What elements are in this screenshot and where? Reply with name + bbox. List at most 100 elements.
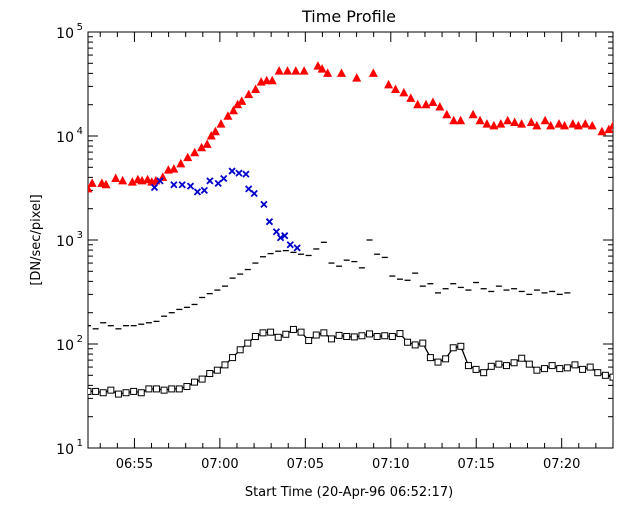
data-point-cross [260,200,268,209]
data-point-cross [272,228,281,236]
data-point-cross [281,232,289,240]
data-point-square [548,362,556,370]
data-point-triangle [442,109,452,119]
y-tick-exponent: 5 [77,22,83,33]
x-axis-label: Start Time (20-Apr-96 06:52:17) [245,485,453,500]
data-point-triangle [587,120,597,130]
data-point-triangle [456,115,466,125]
data-point-square [525,360,533,368]
data-point-square [335,331,343,339]
data-point-triangle [496,119,506,128]
data-point-triangle [604,124,613,134]
data-point-square [442,355,450,363]
data-point-triangle [183,152,193,162]
y-tick-label: 10 [56,338,74,354]
data-point-square [510,359,518,367]
data-point-triangle [291,66,301,75]
data-point-square [259,329,267,337]
data-point-triangle [169,164,179,173]
data-point-square [495,360,503,368]
data-point-square [221,361,229,369]
data-point-triangle [510,117,520,126]
data-point-square [350,333,358,341]
data-point-square [411,341,419,349]
data-point-triangle [546,120,556,130]
data-point-square [366,330,374,338]
series-line [88,328,613,395]
data-point-square [244,339,252,347]
data-point-triangle [274,66,284,75]
data-point-square [236,346,244,354]
data-point-square [130,387,138,395]
data-point-triangle [237,96,247,105]
y-tick-label: 10 [56,442,74,458]
data-point-square [312,331,320,339]
data-point-triangle [101,179,111,189]
data-point-square [137,389,145,397]
data-point-triangle [413,99,423,109]
data-point-cross [276,234,285,242]
x-tick-label: 06:55 [116,457,153,472]
y-axis-label: [DN/sec/pixel] [29,194,44,285]
data-point-triangle [317,64,327,73]
data-point-square [563,364,571,372]
data-point-triangle [384,79,394,89]
data-point-square [274,333,282,341]
data-point-square [487,362,495,370]
data-point-square [381,332,389,340]
data-point-cross [265,218,274,226]
data-point-triangle [228,105,238,115]
data-marks [88,61,613,398]
data-point-triangle [428,97,438,106]
data-point-square [388,333,396,341]
data-point-triangle [299,66,309,75]
data-point-square [480,369,488,377]
data-point-triangle [190,147,200,157]
data-point-square [472,365,480,373]
data-point-square [533,366,541,374]
data-point-triangle [176,158,186,168]
data-point-triangle [267,75,277,85]
data-point-triangle [580,119,590,128]
y-tick-exponent: 3 [77,230,83,241]
y-tick-exponent: 1 [77,438,83,449]
data-point-triangle [118,175,128,185]
plot-frame [87,31,614,449]
data-point-square [601,371,609,379]
x-tick-label: 07:10 [372,457,409,472]
data-point-triangle [323,68,333,77]
data-point-square [152,385,160,393]
data-point-square [404,338,412,346]
data-point-triangle [158,172,168,181]
data-point-square [297,328,305,336]
data-point-square [609,373,613,381]
data-point-triangle [468,109,478,119]
x-tick-label: 07:00 [201,457,238,472]
data-point-triangle [210,126,220,136]
data-point-square [289,325,297,333]
chart-title: Time Profile [301,7,396,26]
data-point-cross [170,181,178,189]
data-point-square [198,375,206,383]
data-point-square [160,386,168,394]
y-tick-exponent: 4 [77,126,83,137]
data-point-triangle [540,115,550,125]
x-tick-label: 07:15 [457,457,494,472]
data-point-square [114,390,122,398]
data-point-square [396,330,404,338]
data-point-triangle [127,177,137,186]
data-point-triangle [282,66,292,75]
data-point-triangle [406,93,416,102]
data-point-square [206,370,214,378]
data-point-square [586,363,594,371]
data-point-square [556,365,564,373]
data-point-square [168,385,176,393]
data-point-triangle [526,117,536,126]
data-point-triangle [560,120,570,130]
data-point-triangle [202,139,212,148]
data-point-square [426,354,434,362]
data-point-cross [178,181,186,189]
data-point-cross [186,182,195,190]
data-point-square [282,330,290,338]
